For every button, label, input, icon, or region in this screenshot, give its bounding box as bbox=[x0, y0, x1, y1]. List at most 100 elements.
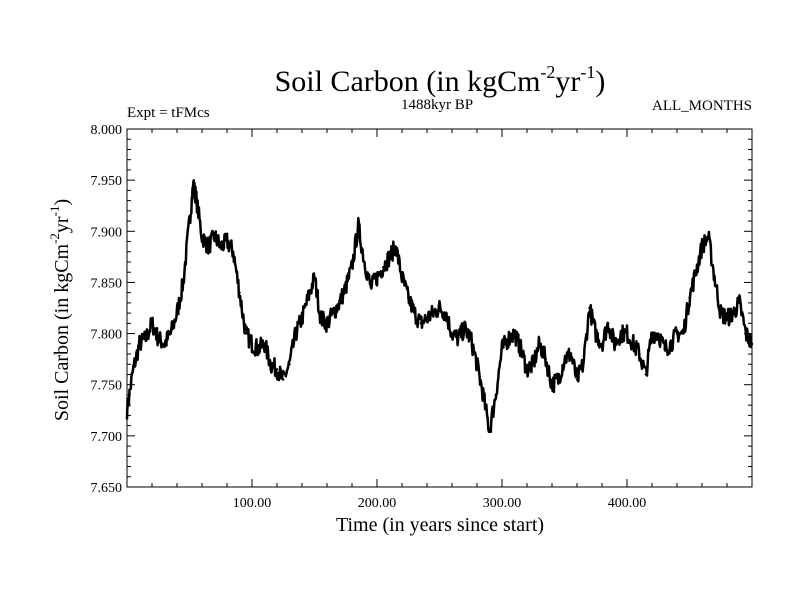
x-tick-label: 400.00 bbox=[608, 496, 647, 511]
data-point bbox=[463, 327, 466, 330]
data-point bbox=[275, 368, 279, 371]
data-point bbox=[482, 393, 485, 397]
data-point bbox=[494, 393, 497, 397]
data-point bbox=[550, 383, 554, 386]
data-point bbox=[644, 373, 647, 376]
y-axis: 7.650 7.700 7.750 7.800 7.850 7.900 7.950 8.000 bbox=[91, 123, 752, 496]
data-point bbox=[713, 276, 716, 279]
data-point bbox=[357, 224, 360, 228]
data-point bbox=[694, 271, 697, 274]
data-point bbox=[125, 409, 129, 412]
data-point bbox=[419, 322, 422, 325]
data-point bbox=[607, 322, 610, 325]
data-point bbox=[682, 332, 685, 335]
y-tick-label: 7.650 bbox=[91, 481, 123, 496]
data-point bbox=[188, 219, 191, 223]
data-point bbox=[575, 378, 579, 381]
data-point bbox=[675, 332, 679, 335]
data-point bbox=[138, 342, 141, 345]
data-point bbox=[538, 342, 541, 345]
data-point bbox=[413, 311, 416, 315]
data-point bbox=[650, 332, 654, 335]
data-point bbox=[632, 342, 635, 345]
data-point bbox=[450, 332, 454, 335]
data-point bbox=[707, 235, 710, 238]
data-point bbox=[150, 322, 154, 325]
x-tick-label: 200.00 bbox=[358, 496, 397, 511]
data-point bbox=[400, 276, 404, 279]
data-point bbox=[507, 337, 510, 340]
y-tick-label: 7.950 bbox=[91, 174, 123, 189]
data-point bbox=[444, 311, 447, 315]
data-point bbox=[319, 317, 322, 320]
data-point bbox=[313, 276, 316, 279]
data-point bbox=[619, 332, 622, 335]
data-point bbox=[657, 332, 660, 335]
data-point bbox=[738, 301, 741, 305]
data-point bbox=[557, 378, 560, 381]
data-point bbox=[600, 342, 604, 345]
data-point bbox=[363, 260, 366, 264]
y-tick-label: 7.850 bbox=[91, 276, 123, 291]
data-point bbox=[132, 368, 135, 371]
data-point bbox=[213, 235, 216, 238]
data-point bbox=[375, 276, 379, 279]
data-point bbox=[425, 317, 429, 320]
data-point bbox=[744, 332, 747, 335]
data-point bbox=[300, 317, 304, 320]
x-tick-label: 100.00 bbox=[233, 496, 272, 511]
data-point bbox=[244, 332, 247, 335]
data-point bbox=[144, 337, 147, 340]
data-point bbox=[594, 332, 597, 335]
data-point bbox=[457, 337, 460, 340]
data-point bbox=[750, 342, 754, 345]
data-point bbox=[719, 311, 722, 315]
subtitle-months: ALL_MONTHS bbox=[652, 98, 752, 114]
data-point bbox=[238, 291, 241, 294]
data-point bbox=[525, 368, 529, 371]
data-point bbox=[225, 240, 229, 243]
data-point bbox=[438, 306, 441, 310]
data-point bbox=[638, 352, 641, 356]
data-point bbox=[200, 235, 204, 238]
x-axis-title: Time (in years since start) bbox=[336, 514, 544, 536]
data-point bbox=[532, 363, 535, 366]
data-point bbox=[432, 311, 435, 315]
data-point bbox=[269, 363, 272, 366]
chart-title: Soil Carbon (in kgCm-2yr-1) bbox=[275, 62, 606, 98]
data-point bbox=[625, 332, 629, 335]
data-point bbox=[182, 281, 185, 284]
data-point bbox=[544, 357, 547, 361]
data-point bbox=[700, 245, 704, 248]
data-point bbox=[169, 332, 172, 335]
data-point bbox=[325, 322, 329, 325]
y-tick-label: 7.700 bbox=[91, 430, 123, 445]
subtitle-experiment: Expt = tFMcs bbox=[127, 105, 210, 121]
data-point bbox=[250, 342, 254, 345]
data-point bbox=[513, 332, 516, 335]
data-point bbox=[613, 342, 616, 345]
data-point bbox=[294, 332, 297, 335]
data-point bbox=[588, 306, 591, 310]
data-point bbox=[219, 245, 222, 248]
data-point bbox=[388, 255, 391, 259]
x-axis: 100.00 200.00 300.00 400.00 bbox=[151, 129, 728, 511]
data-point bbox=[332, 311, 335, 315]
data-point bbox=[688, 296, 691, 299]
data-point bbox=[338, 301, 341, 305]
data-point bbox=[263, 342, 266, 345]
data-point bbox=[475, 363, 479, 366]
data-point bbox=[382, 265, 385, 269]
y-tick-label: 7.900 bbox=[91, 225, 123, 240]
data-point bbox=[350, 265, 354, 269]
data-point bbox=[563, 357, 566, 361]
data-point bbox=[500, 347, 504, 351]
data-point bbox=[282, 378, 285, 381]
data-point bbox=[232, 250, 235, 253]
series-layer bbox=[125, 179, 754, 434]
data-point bbox=[163, 342, 166, 345]
data-point bbox=[488, 429, 491, 432]
data-point bbox=[288, 363, 291, 366]
data-point bbox=[725, 317, 729, 320]
data-point bbox=[307, 296, 310, 299]
